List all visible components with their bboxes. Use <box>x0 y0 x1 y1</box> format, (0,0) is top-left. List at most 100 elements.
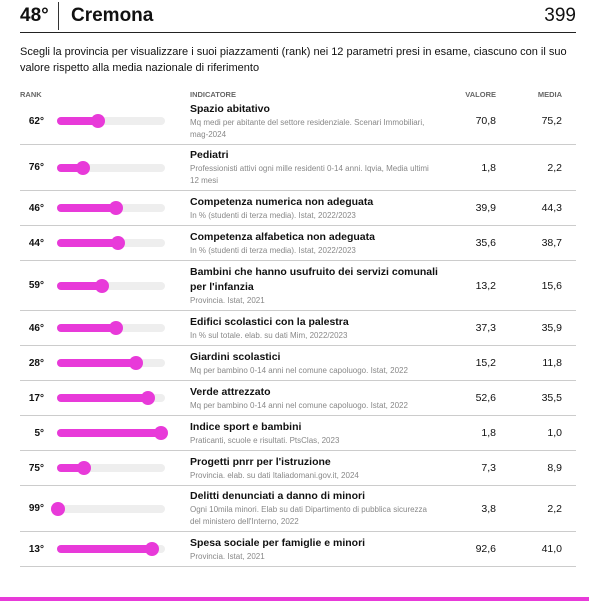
value: 3,8 <box>481 502 496 515</box>
rank: 75° <box>28 462 44 474</box>
indicator: Bambini che hanno usufruito dei servizi … <box>190 265 438 307</box>
rank-knob <box>91 114 106 128</box>
rank-knob <box>76 160 91 175</box>
header-rank: 48° <box>20 5 49 26</box>
rank-bar <box>57 324 116 332</box>
indicator: Progetti pnrr per l'istruzione Provincia.… <box>190 455 438 482</box>
province-name[interactable]: Cremona <box>71 5 154 26</box>
divider <box>58 2 59 30</box>
col-value: VALORE <box>465 90 496 99</box>
indicator-title: Verde attrezzato <box>190 385 271 398</box>
intro: Scegli la provincia per visualizzare i s… <box>20 46 567 74</box>
indicator-row: 28° Giardini scolastici Mq per bambino 0-1… <box>20 346 576 381</box>
indicator-title: Competenza alfabetica non adeguata <box>190 230 375 243</box>
average: 8,9 <box>547 462 562 474</box>
rank-bar <box>57 204 116 212</box>
indicator-desc: Provincia. Istat, 2021 <box>190 551 265 561</box>
rank-knob <box>140 391 155 405</box>
rank-bar <box>57 429 161 437</box>
indicator-row: 13° Spesa sociale per famiglie e minori Pr… <box>20 532 576 567</box>
indicator: Competenza numerica non adeguata In % (st… <box>190 195 438 222</box>
indicator: Verde attrezzato Mq per bambino 0-14 anni… <box>190 385 438 412</box>
average: 11,8 <box>542 357 562 369</box>
rank-track <box>57 236 165 250</box>
indicator-row: 5° Indice sport e bambini Praticanti, scuo… <box>20 416 576 451</box>
indicator-row: 62° Spazio abitativo Mq medi per abitante … <box>20 98 576 145</box>
rank-bar <box>57 281 102 290</box>
average: 75,2 <box>541 115 562 127</box>
rank-track <box>57 278 165 293</box>
header: 48° Cremona 399 <box>20 0 576 33</box>
rank: 46° <box>28 202 44 214</box>
indicator-desc: Praticanti, scuole e risultati. PtsClas,… <box>190 435 340 445</box>
average: 2,2 <box>547 161 562 174</box>
indicator-row: 59° Bambini che hanno usufruito dei servi… <box>20 261 576 311</box>
average: 2,2 <box>547 502 562 515</box>
rank-knob <box>153 426 168 440</box>
rank-track <box>57 461 165 475</box>
rank-knob <box>128 356 143 370</box>
indicator-desc: In % (studenti di terza media). Istat, 2… <box>190 245 356 255</box>
rank-bar <box>57 464 85 472</box>
value: 37,3 <box>475 322 496 334</box>
indicator-title: Spesa sociale per famiglie e minori <box>190 536 366 549</box>
average: 1,0 <box>547 427 562 439</box>
rank-knob <box>108 321 123 335</box>
rank: 13° <box>28 543 44 555</box>
indicator: Pediatri Professionisti attivi ogni mille… <box>190 148 438 187</box>
average: 35,9 <box>541 322 562 334</box>
value: 39,9 <box>475 202 496 214</box>
indicator: Edifici scolastici con la palestra In % s… <box>190 315 438 342</box>
indicator-desc: Mq medi per abitante del settore residen… <box>190 117 425 139</box>
indicator-row: 17° Verde attrezzato Mq per bambino 0-14 a… <box>20 381 576 416</box>
indicator-title: Competenza numerica non adeguata <box>190 195 374 208</box>
column-headers: RANK INDICATORE VALORE MEDIA <box>20 90 576 102</box>
rank: 99° <box>28 503 44 514</box>
average: 15,6 <box>541 279 562 292</box>
rank-track <box>57 426 168 440</box>
rank-bar <box>57 117 99 125</box>
rank-bar <box>57 163 84 172</box>
indicator-title: Delitti denunciati a danno di minori <box>190 490 366 502</box>
rank-bar <box>57 359 136 367</box>
indicator: Competenza alfabetica non adeguata In % (… <box>190 230 438 257</box>
indicator-row: 46° Edifici scolastici con la palestra In … <box>20 311 576 346</box>
indicator-desc: Mq per bambino 0-14 anni nel comune capo… <box>190 400 408 410</box>
value: 7,3 <box>481 462 496 474</box>
value: 1,8 <box>481 427 496 439</box>
rank-track <box>57 160 165 175</box>
value: 70,8 <box>475 115 496 127</box>
rank-track <box>57 391 165 405</box>
indicator-desc: Mq per bambino 0-14 anni nel comune capo… <box>190 365 408 375</box>
indicator-title: Pediatri <box>190 149 229 161</box>
indicator-title: Bambini che hanno usufruito dei servizi … <box>190 265 438 293</box>
indicator-row: 99° Delitti denunciati a danno di minori O… <box>20 486 576 532</box>
indicator-row: 76° Pediatri Professionisti attivi ogni mi… <box>20 145 576 191</box>
average: 35,5 <box>541 392 562 404</box>
rank: 59° <box>28 280 44 291</box>
value: 15,2 <box>475 357 496 369</box>
indicator-desc: Provincia. Istat, 2021 <box>190 295 265 305</box>
value: 35,6 <box>475 237 496 249</box>
rank-track <box>57 114 165 128</box>
value: 52,6 <box>475 392 496 404</box>
indicator: Spesa sociale per famiglie e minori Provi… <box>190 536 438 563</box>
col-average: MEDIA <box>537 90 562 99</box>
average: 44,3 <box>541 202 562 214</box>
indicator-desc: In % (studenti di terza media). Istat, 2… <box>190 210 356 220</box>
rank: 46° <box>28 322 44 334</box>
average: 38,7 <box>541 237 562 249</box>
col-indicator: INDICATORE <box>190 90 236 99</box>
col-rank: RANK <box>20 90 42 99</box>
indicator-title: Spazio abitativo <box>190 102 270 115</box>
rank: 76° <box>28 162 44 173</box>
indicator-row: 44° Competenza alfabetica non adeguata In … <box>20 226 576 261</box>
value: 92,6 <box>475 543 496 555</box>
indicator-title: Progetti pnrr per l'istruzione <box>190 455 331 468</box>
rank-bar <box>57 545 152 553</box>
rank-bar <box>57 394 148 402</box>
value: 1,8 <box>481 161 496 174</box>
indicator-desc: Professionisti attivi ogni mille residen… <box>190 164 429 185</box>
indicator-desc: In % sul totale. elab. su dati Mim, 2022… <box>190 330 348 340</box>
